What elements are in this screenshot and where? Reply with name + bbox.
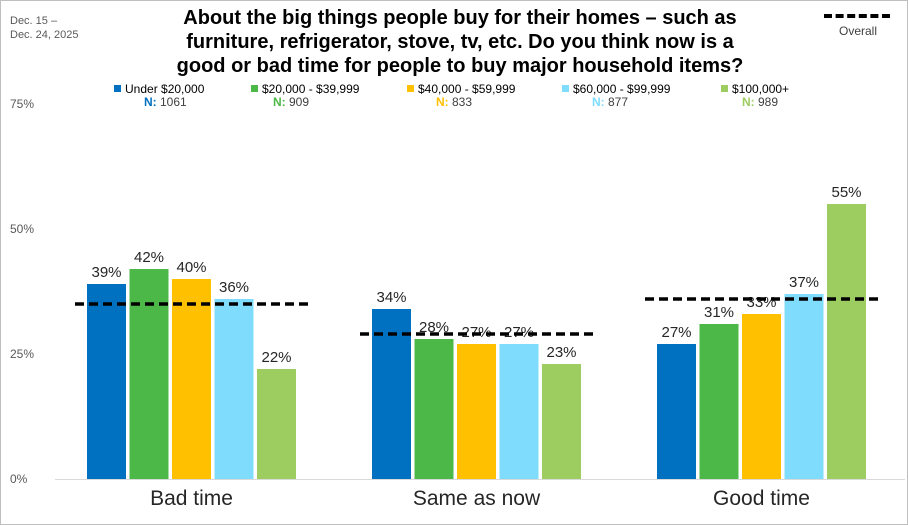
category-label: Good time [713, 487, 810, 510]
data-label: 36% [219, 279, 249, 296]
y-tick-label: 25% [10, 347, 34, 361]
legend-item: $20,000 - $39,999 [251, 83, 359, 96]
data-label: 31% [704, 304, 734, 321]
bar [499, 344, 539, 479]
data-label: 40% [176, 259, 206, 276]
category-label: Bad time [150, 487, 233, 510]
date-range-end: Dec. 24, 2025 [10, 29, 79, 41]
legend-sample-size: N: 909 [273, 96, 309, 109]
overall-legend-line [824, 14, 890, 18]
legend-label: Under $20,000 [125, 82, 205, 96]
chart-title: About the big things people buy for thei… [105, 6, 815, 78]
bar [372, 309, 411, 479]
bar [699, 324, 739, 479]
chart-title-line-2: furniture, refrigerator, stove, tv, etc.… [186, 31, 734, 53]
bar [542, 364, 581, 479]
data-label: 22% [261, 349, 291, 366]
data-label: 39% [91, 264, 121, 281]
legend-item: Under $20,000 [114, 83, 204, 96]
legend-n-value: 877 [604, 95, 629, 109]
date-range: Dec. 15 – Dec. 24, 2025 [10, 14, 100, 42]
y-tick-label: 50% [10, 222, 34, 236]
legend-swatch [251, 85, 258, 92]
y-tick-label: 0% [10, 472, 28, 486]
date-range-start: Dec. 15 – [10, 15, 58, 27]
legend-swatch [562, 85, 569, 92]
legend-n-value: 833 [448, 95, 473, 109]
bar [414, 339, 454, 479]
legend-label: $20,000 - $39,999 [262, 82, 360, 96]
bar [257, 369, 296, 479]
legend-sample-size: N: 1061 [144, 96, 187, 109]
legend-swatch [407, 85, 414, 92]
data-label: 28% [419, 319, 449, 336]
bar [172, 279, 211, 479]
chart-title-line-3: good or bad time for people to buy major… [176, 55, 744, 77]
legend-swatch [114, 85, 121, 92]
data-label: 23% [546, 344, 576, 361]
series-legend: Under $20,000 N: 1061 $20,000 - $39,999 N: … [0, 0, 908, 109]
data-label: 34% [376, 289, 406, 306]
legend-n-value: 1061 [156, 95, 187, 109]
legend-label: $60,000 - $99,999 [573, 82, 671, 96]
legend-n-prefix: N: [436, 95, 449, 109]
legend-label: $100,000+ [732, 82, 790, 96]
y-tick-label: 75% [10, 97, 34, 111]
bar [827, 204, 866, 479]
legend-n-prefix: N: [273, 95, 286, 109]
legend-n-prefix: N: [592, 95, 605, 109]
legend-sample-size: N: 877 [592, 96, 628, 109]
legend-sample-size: N: 989 [742, 96, 778, 109]
legend-item: $100,000+ [721, 83, 789, 96]
bar [214, 299, 254, 479]
data-label: 33% [746, 294, 776, 311]
bar [742, 314, 781, 479]
legend-n-prefix: N: [742, 95, 755, 109]
bar [87, 284, 126, 479]
overall-legend: Overall [818, 8, 898, 42]
bar [457, 344, 496, 479]
legend-label: $40,000 - $59,999 [418, 82, 516, 96]
bar [784, 294, 824, 479]
legend-n-value: 989 [754, 95, 779, 109]
data-label: 42% [134, 249, 164, 266]
category-label: Same as now [413, 487, 541, 510]
legend-n-value: 909 [285, 95, 310, 109]
chart-title-line-1: About the big things people buy for thei… [183, 7, 737, 29]
overall-legend-label: Overall [838, 24, 877, 38]
legend-item: $60,000 - $99,999 [562, 83, 670, 96]
data-label: 27% [661, 324, 691, 341]
legend-n-prefix: N: [144, 95, 157, 109]
legend-swatch [721, 85, 728, 92]
data-label: 37% [789, 274, 819, 291]
data-label: 55% [831, 184, 861, 201]
bar [129, 269, 169, 479]
legend-item: $40,000 - $59,999 [407, 83, 515, 96]
legend-sample-size: N: 833 [436, 96, 472, 109]
bar [657, 344, 696, 479]
